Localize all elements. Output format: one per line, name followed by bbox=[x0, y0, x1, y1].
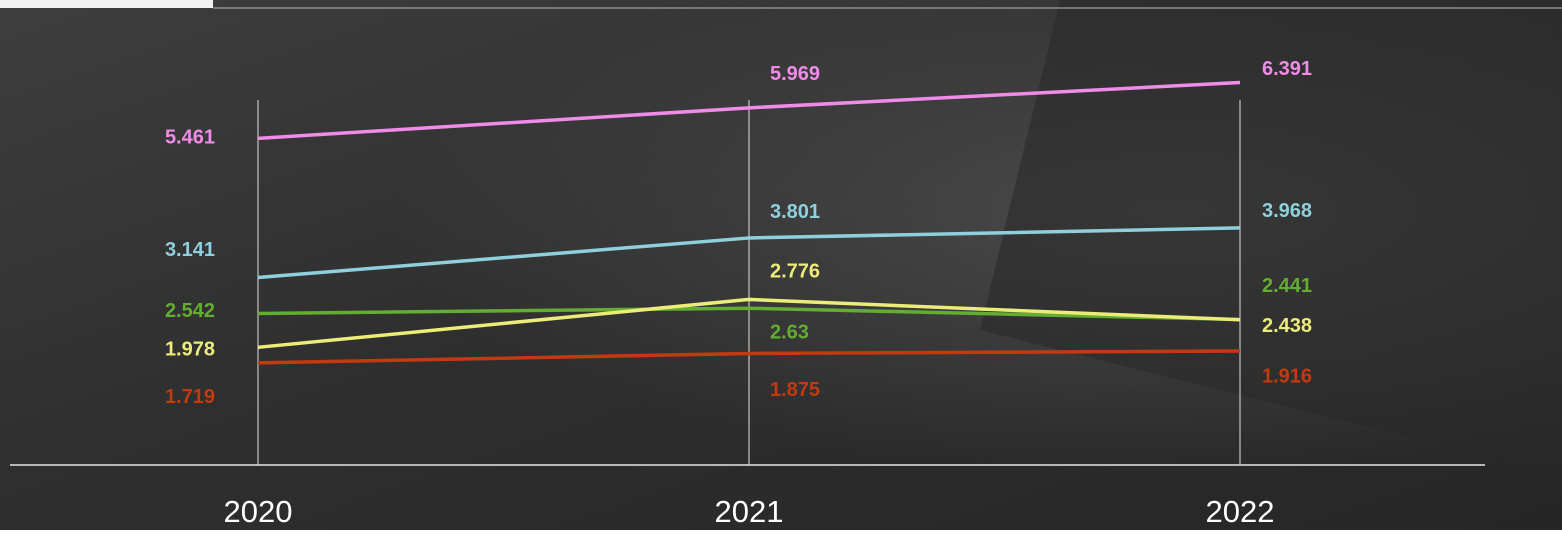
chart: 2020 2021 2022 5.461 5.969 6.391 3.141 3.801 3.9… bbox=[0, 0, 1562, 530]
x-tick-label: 2022 bbox=[1206, 494, 1275, 529]
data-label: 3.141 bbox=[165, 239, 215, 261]
data-label: 2.438 bbox=[1262, 315, 1312, 337]
data-label: 3.801 bbox=[770, 201, 820, 223]
data-label: 2.542 bbox=[165, 300, 215, 322]
data-label: 1.719 bbox=[165, 386, 215, 408]
top-tab bbox=[0, 0, 213, 8]
data-label: 1.978 bbox=[165, 339, 215, 361]
data-label: 3.968 bbox=[1262, 200, 1312, 222]
page: {"chart_data": {"type": "line", "categor… bbox=[0, 0, 1562, 530]
x-tick-label: 2021 bbox=[715, 494, 784, 529]
data-label: 5.969 bbox=[770, 63, 820, 85]
x-tick-label: 2020 bbox=[224, 494, 293, 529]
data-label: 1.875 bbox=[770, 379, 820, 401]
data-label: 2.63 bbox=[770, 321, 809, 343]
data-label: 2.776 bbox=[770, 261, 820, 283]
data-label: 5.461 bbox=[165, 127, 215, 149]
data-label: 1.916 bbox=[1262, 365, 1312, 387]
data-label: 6.391 bbox=[1262, 58, 1312, 80]
data-label: 2.441 bbox=[1262, 275, 1312, 297]
